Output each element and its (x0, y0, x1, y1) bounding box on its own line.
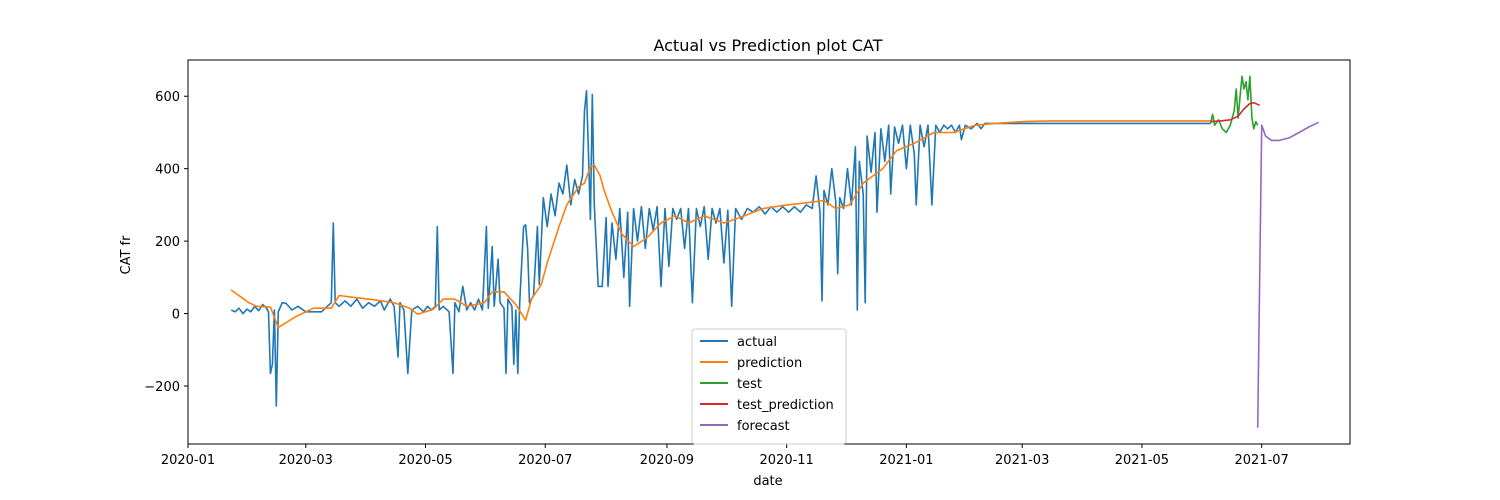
legend-label-actual: actual (737, 335, 777, 350)
y-tick-label: 200 (155, 235, 180, 250)
y-axis: −200 0 200 400 600 (144, 90, 188, 395)
legend: actual prediction test test_predictionforec… (691, 328, 847, 445)
series-line-actual (230, 90, 1211, 407)
y-tick-label: −200 (144, 380, 180, 395)
y-tick-label: 600 (155, 90, 180, 105)
legend-label-test: test (737, 377, 762, 392)
y-tick-label: 0 (172, 308, 180, 323)
legend-label-prediction: prediction (737, 356, 802, 371)
x-tick-label: 2020-03 (279, 453, 333, 468)
legend-label-test_prediction: test_prediction (737, 398, 834, 413)
x-tick-label: 2021-01 (879, 453, 933, 468)
x-tick-label: 2021-07 (1235, 453, 1289, 468)
x-axis: 2020-01 2020-03 2020-05 2020-07 2020-09 2020-… (161, 444, 1289, 468)
y-tick-label: 400 (155, 163, 180, 178)
x-tick-label: 2020-11 (760, 453, 814, 468)
series-line-prediction (230, 120, 1211, 329)
x-tick-label: 2020-07 (518, 453, 572, 468)
legend-box (691, 328, 847, 445)
x-axis-label: date (753, 474, 782, 489)
chart-title: Actual vs Prediction plot CAT (653, 36, 882, 55)
x-tick-label: 2020-01 (161, 453, 215, 468)
legend-label-forecast: forecast (737, 419, 790, 434)
series-layer (230, 75, 1319, 428)
series-line-forecast (1256, 121, 1319, 428)
y-axis-label: CAT fr (119, 235, 134, 275)
x-tick-label: 2021-03 (995, 453, 1049, 468)
x-tick-label: 2021-05 (1115, 453, 1169, 468)
series-line-test_prediction (1210, 101, 1261, 123)
x-tick-label: 2020-09 (640, 453, 694, 468)
x-tick-label: 2020-05 (398, 453, 452, 468)
